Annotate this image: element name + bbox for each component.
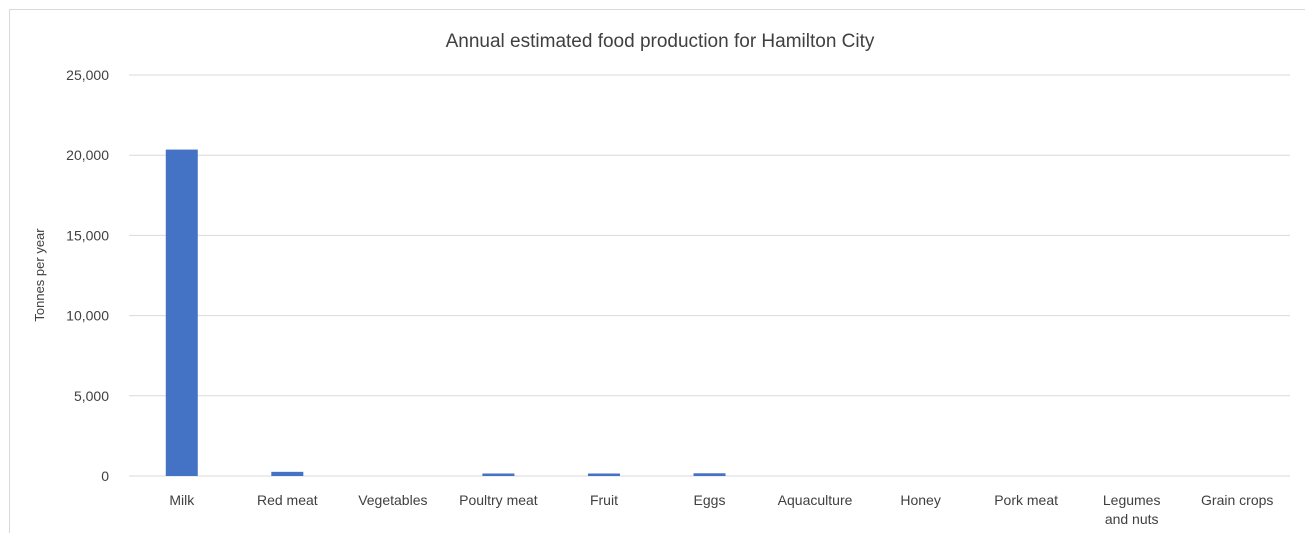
y-tick-label: 15,000: [66, 227, 109, 243]
y-tick-label: 0: [101, 468, 109, 484]
x-tick-label: Grain crops: [1201, 492, 1273, 508]
bar-poultry-meat: [482, 473, 515, 476]
x-tick-label: Fruit: [590, 492, 618, 508]
x-tick-label: Poultry meat: [459, 492, 538, 508]
x-tick-label: Honey: [900, 492, 940, 508]
y-tick-label: 10,000: [66, 308, 109, 324]
gridlines: [129, 74, 1290, 477]
x-tick-label: Red meat: [257, 492, 318, 508]
bar-red-meat: [271, 471, 304, 476]
bar-milk: [165, 149, 198, 476]
x-tick-label: Eggs: [694, 492, 726, 508]
y-tick-label: 20,000: [66, 147, 109, 163]
chart-area: [9, 9, 1305, 533]
x-tick-label: Aquaculture: [778, 492, 853, 508]
x-tick-label: Legumes and nuts: [1103, 492, 1161, 527]
bars: [165, 149, 726, 476]
chart-title: Annual estimated food production for Ham…: [446, 31, 875, 52]
y-tick-label: 5,000: [74, 388, 109, 404]
y-axis-title: Tonnes per year: [32, 228, 47, 322]
x-axis-labels: Milk Red meat Vegetables Poultry meat Fruit E…: [169, 492, 1273, 527]
bar-eggs: [693, 473, 726, 476]
x-tick-label: Milk: [169, 492, 195, 508]
x-tick-label: Pork meat: [994, 492, 1058, 508]
bar-fruit: [587, 473, 620, 476]
x-tick-label: Vegetables: [358, 492, 427, 508]
y-tick-label: 25,000: [66, 67, 109, 83]
y-axis-ticks: 0 5,000 10,000 15,000 20,000 25,000: [66, 67, 109, 484]
